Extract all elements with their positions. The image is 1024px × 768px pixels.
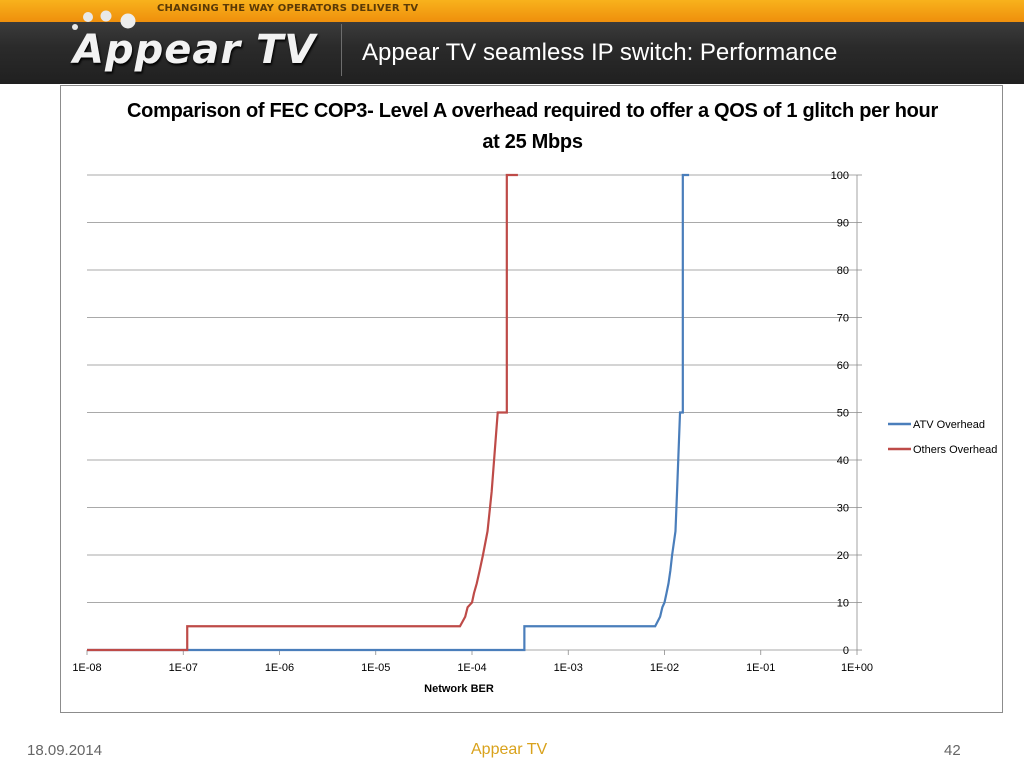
chart-title-line-2: at 25 Mbps xyxy=(482,131,583,153)
tagline-bar: CHANGING THE WAY OPERATORS DELIVER TV xyxy=(0,0,1024,22)
series-line-atv-overhead xyxy=(87,173,690,652)
y-tick-label: 30 xyxy=(837,503,849,515)
y-tick-label: 60 xyxy=(837,360,849,372)
chart-frame: Comparison of FEC COP3- Level A overhead… xyxy=(60,85,1003,713)
y-tick-label: 0 xyxy=(843,645,849,657)
logo-dots-icon xyxy=(72,10,136,30)
legend-label: Others Overhead xyxy=(913,444,997,456)
x-axis-label: Network BER xyxy=(424,683,494,695)
x-tick-label: 1E-08 xyxy=(72,662,101,674)
series-line-others-overhead xyxy=(87,173,518,652)
x-tick-label: 1E-07 xyxy=(169,662,198,674)
x-tick-label: 1E+00 xyxy=(841,662,873,674)
logo: Appear TV xyxy=(73,27,317,73)
header-divider xyxy=(341,24,342,76)
y-tick-label: 80 xyxy=(837,265,849,277)
y-tick-label: 90 xyxy=(837,218,849,230)
x-tick-label: 1E-03 xyxy=(554,662,583,674)
x-tick-label: 1E-02 xyxy=(650,662,679,674)
y-tick-label: 70 xyxy=(837,313,849,325)
slide-title: Appear TV seamless IP switch: Performanc… xyxy=(362,39,838,66)
y-tick-label: 10 xyxy=(837,598,849,610)
y-tick-label: 50 xyxy=(837,408,849,420)
x-tick-label: 1E-04 xyxy=(457,662,486,674)
chart-plot: 0 10 20 30 40 50 60 70 80 90 100 1E-08 1E-07 1E-06 1E-… xyxy=(72,170,997,695)
slide-header: CHANGING THE WAY OPERATORS DELIVER TV Ap… xyxy=(0,0,1024,84)
y-tick-label: 40 xyxy=(837,455,849,467)
x-tick-label: 1E-05 xyxy=(361,662,390,674)
x-tick-label: 1E-01 xyxy=(746,662,775,674)
tagline-text: CHANGING THE WAY OPERATORS DELIVER TV xyxy=(157,3,419,14)
footer-date: 18.09.2014 xyxy=(27,742,103,759)
chart-title-line-1: Comparison of FEC COP3- Level A overhead… xyxy=(127,100,938,122)
legend-label: ATV Overhead xyxy=(913,419,985,431)
footer-brand: Appear TV xyxy=(471,741,548,758)
x-tick-label: 1E-06 xyxy=(265,662,294,674)
y-tick-label: 20 xyxy=(837,550,849,562)
page-number: 42 xyxy=(944,742,961,759)
y-tick-label: 100 xyxy=(831,170,849,182)
